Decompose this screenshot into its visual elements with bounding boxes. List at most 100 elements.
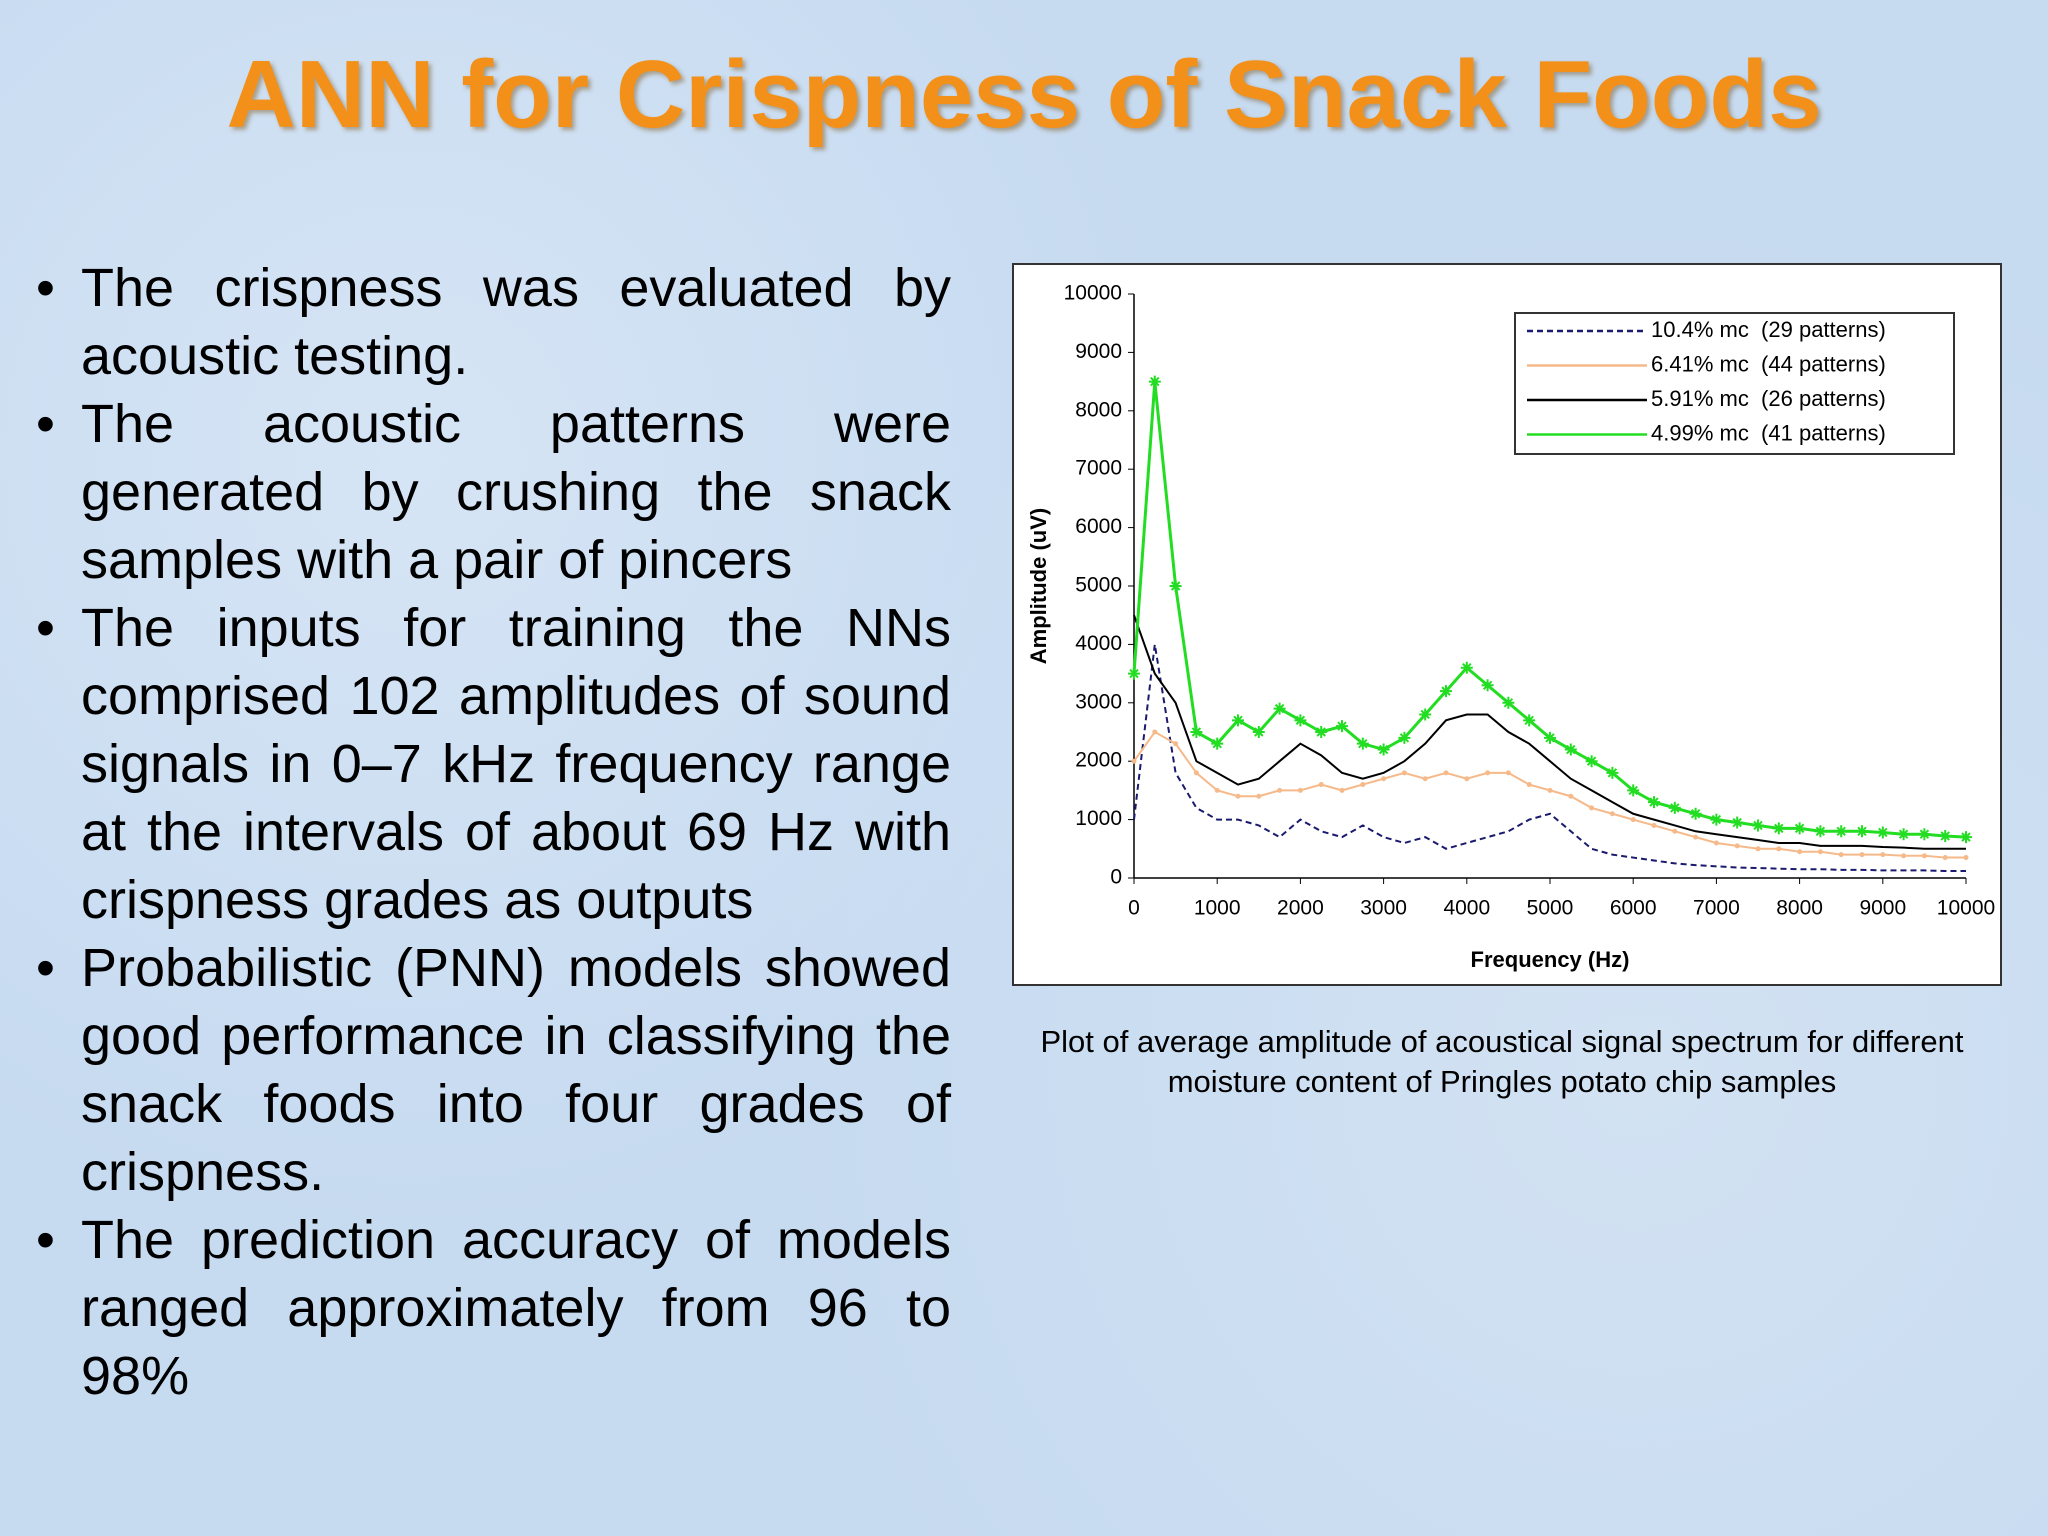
point-marker: [1689, 807, 1702, 820]
x-tick-label: 5000: [1527, 897, 1574, 920]
y-tick-label: 7000: [1075, 457, 1122, 480]
point-marker: [1838, 852, 1844, 858]
point-marker: [1713, 840, 1719, 846]
x-tick-label: 4000: [1443, 897, 1490, 920]
point-marker: [1297, 787, 1303, 793]
point-marker: [1398, 731, 1411, 744]
point-marker: [1693, 834, 1699, 840]
bullet: The prediction accuracy of models ranged…: [36, 1206, 951, 1410]
point-marker: [1381, 776, 1387, 782]
point-marker: [1960, 831, 1972, 844]
series-line: [1133, 614, 1966, 850]
point-marker: [1464, 776, 1470, 782]
point-marker: [1859, 852, 1865, 858]
point-marker: [1814, 825, 1827, 838]
x-axis-label: Frequency (Hz): [1471, 947, 1630, 972]
point-marker: [1776, 846, 1782, 852]
point-marker: [1460, 661, 1473, 674]
point-marker: [1627, 784, 1640, 797]
x-tick-label: 7000: [1693, 897, 1740, 920]
point-marker: [1526, 782, 1532, 788]
point-marker: [1315, 726, 1328, 738]
x-tick-label: 9000: [1859, 897, 1906, 920]
point-marker: [1897, 828, 1910, 841]
point-marker: [1360, 782, 1366, 788]
x-tick-label: 3000: [1360, 897, 1407, 920]
legend-label: 10.4% mc (29 patterns): [1651, 317, 1886, 342]
x-tick-label: 1000: [1194, 897, 1241, 920]
y-tick-label: 8000: [1075, 398, 1122, 421]
x-tick-label: 8000: [1776, 897, 1823, 920]
point-marker: [1564, 743, 1577, 756]
point-marker: [1485, 770, 1491, 776]
point-marker: [1544, 731, 1556, 744]
point-marker: [1606, 766, 1619, 779]
point-marker: [1880, 852, 1886, 858]
point-marker: [1585, 755, 1598, 768]
point-marker: [1672, 828, 1678, 834]
point-marker: [1835, 825, 1848, 838]
bullet-list: The crispness was evaluated by acoustic …: [36, 254, 951, 1410]
point-marker: [1505, 770, 1511, 776]
point-marker: [1235, 793, 1241, 799]
point-marker: [1356, 737, 1369, 750]
point-marker: [1651, 822, 1657, 828]
point-marker: [1273, 702, 1286, 715]
legend-label: 6.41% mc (44 patterns): [1651, 351, 1886, 376]
point-marker: [1256, 793, 1262, 799]
point-marker: [1630, 817, 1636, 823]
bullet: The acoustic patterns were generated by …: [36, 390, 951, 594]
point-marker: [1963, 855, 1969, 861]
y-tick-label: 9000: [1075, 340, 1122, 363]
bullet: The inputs for training the NNs comprise…: [36, 594, 951, 934]
point-marker: [1734, 843, 1740, 849]
point-marker: [1942, 855, 1948, 861]
y-tick-label: 0: [1110, 866, 1122, 889]
point-marker: [1169, 580, 1182, 592]
series-line: [1133, 644, 1966, 872]
point-marker: [1921, 853, 1927, 859]
x-tick-label: 10000: [1937, 897, 1995, 920]
x-tick-label: 0: [1128, 897, 1140, 920]
point-marker: [1318, 782, 1324, 788]
y-tick-label: 6000: [1075, 515, 1122, 538]
point-marker: [1419, 708, 1432, 721]
point-marker: [1294, 714, 1307, 727]
point-marker: [1568, 793, 1574, 799]
point-marker: [1752, 819, 1764, 832]
point-marker: [1939, 829, 1952, 842]
point-marker: [1211, 737, 1224, 750]
point-marker: [1755, 846, 1761, 852]
point-marker: [1443, 770, 1449, 776]
x-tick-label: 6000: [1610, 897, 1657, 920]
point-marker: [1377, 743, 1390, 756]
point-marker: [1901, 853, 1907, 859]
point-marker: [1336, 720, 1348, 733]
y-tick-label: 2000: [1075, 749, 1122, 772]
point-marker: [1731, 816, 1744, 829]
point-marker: [1668, 801, 1681, 814]
bullet: The crispness was evaluated by acoustic …: [36, 254, 951, 390]
point-marker: [1523, 714, 1536, 727]
point-marker: [1648, 796, 1660, 809]
point-marker: [1401, 770, 1407, 776]
point-marker: [1876, 826, 1889, 839]
legend-label: 5.91% mc (26 patterns): [1651, 386, 1886, 411]
point-marker: [1547, 787, 1553, 793]
y-tick-label: 1000: [1075, 807, 1122, 830]
point-marker: [1252, 726, 1265, 738]
point-marker: [1918, 828, 1931, 841]
point-marker: [1797, 849, 1803, 855]
legend-label: 4.99% mc (41 patterns): [1651, 420, 1886, 445]
y-axis-label: Amplitude (uV): [1026, 508, 1051, 664]
point-marker: [1772, 822, 1785, 835]
point-marker: [1793, 822, 1806, 835]
point-marker: [1817, 849, 1823, 855]
bullet: Probabilistic (PNN) models showed good p…: [36, 934, 951, 1206]
point-marker: [1481, 679, 1494, 692]
x-tick-label: 2000: [1277, 897, 1324, 920]
point-marker: [1190, 726, 1203, 738]
